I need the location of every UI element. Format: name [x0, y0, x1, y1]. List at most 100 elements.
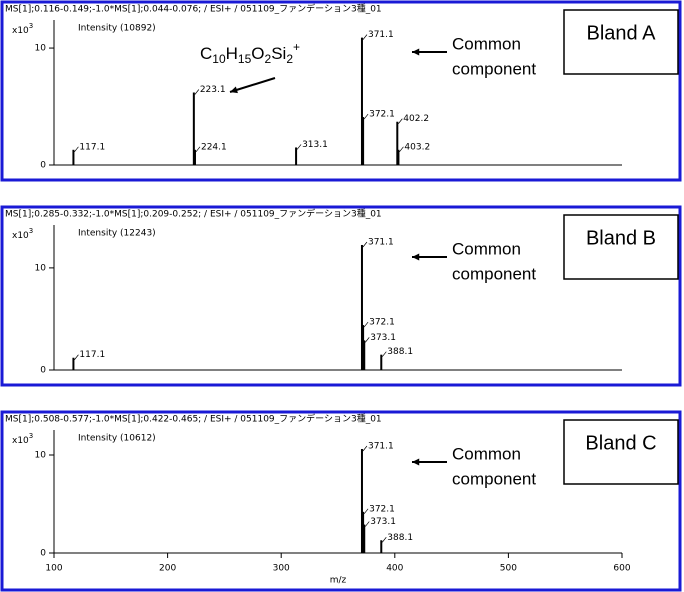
peak-label-tick: [364, 337, 370, 343]
peak-label-tick: [362, 241, 368, 248]
y-tick-label: 0: [40, 366, 46, 376]
y-unit: x103: [12, 22, 33, 36]
peak-label: 372.1: [369, 110, 395, 120]
peak: [362, 325, 365, 370]
peak: [362, 117, 365, 165]
arrow-head: [412, 458, 420, 466]
peak-label-tick: [363, 321, 369, 328]
peak: [363, 340, 366, 370]
panel-header: MS[1];0.116-0.149;-1.0*MS[1];0.044-0.076…: [5, 3, 382, 15]
x-tick-label: 100: [45, 564, 62, 574]
peak-label: 371.1: [368, 30, 394, 40]
peak-label-tick: [74, 146, 79, 153]
peak-label: 373.1: [370, 517, 396, 527]
peak-label-tick: [399, 146, 404, 153]
panel-frame: [0, 0, 682, 182]
y-tick-label: 0: [40, 549, 46, 559]
peak-label: 373.1: [370, 333, 396, 343]
intensity-label: Intensity (10892): [78, 24, 156, 34]
peak-label-tick: [382, 351, 387, 357]
peak: [360, 37, 363, 166]
peak-label-tick: [194, 89, 200, 95]
x-tick-label: 300: [273, 564, 290, 574]
sample-label: Bland B: [586, 227, 656, 249]
peak-label: 371.1: [368, 237, 394, 247]
arrow-head: [412, 48, 420, 56]
formula-part: 2: [265, 52, 272, 66]
annotation-line: component: [452, 59, 536, 78]
peak-label-tick: [363, 113, 369, 120]
peak-label: 403.2: [404, 142, 430, 152]
peak: [380, 354, 383, 370]
formula-part: C: [200, 44, 212, 63]
panel-header: MS[1];0.285-0.332;-1.0*MS[1];0.209-0.252…: [5, 208, 382, 220]
intensity-label: Intensity (10612): [78, 434, 156, 444]
peak: [380, 540, 383, 553]
y-unit-exponent: 3: [29, 22, 33, 30]
formula-part: 10: [212, 52, 226, 66]
formula: C10H15O2Si2+: [200, 40, 300, 66]
peak-label: 117.1: [79, 350, 105, 360]
peak-label-tick: [362, 445, 368, 452]
peak: [360, 244, 363, 370]
peak-label-tick: [363, 508, 369, 515]
peak-label-tick: [398, 118, 403, 124]
x-tick-label: 400: [386, 564, 403, 574]
peak-label: 388.1: [387, 533, 413, 543]
sample-label: Bland A: [587, 22, 657, 44]
annotation-line: Common: [452, 239, 521, 258]
x-tick-label: 200: [159, 564, 176, 574]
formula-part: +: [293, 40, 300, 54]
y-unit-base: x10: [12, 436, 29, 446]
peak-label: 372.1: [369, 504, 395, 514]
peak-label: 372.1: [369, 318, 395, 328]
y-unit: x103: [12, 227, 33, 241]
peak-label-tick: [74, 354, 79, 360]
peak: [295, 147, 298, 165]
formula-part: 15: [238, 52, 252, 66]
x-tick-label: 600: [613, 564, 630, 574]
peak: [396, 121, 399, 165]
peak-label: 388.1: [387, 347, 413, 357]
sample-box: [563, 9, 679, 75]
peak-label-tick: [362, 34, 368, 40]
y-unit-base: x10: [12, 231, 29, 241]
peak-label-tick: [364, 521, 370, 527]
peak: [192, 92, 195, 165]
peak-label: 402.2: [403, 114, 429, 124]
annotation-line: Common: [452, 34, 521, 53]
y-tick-label: 10: [35, 263, 47, 273]
peak-label-tick: [296, 144, 302, 150]
peak-label: 117.1: [79, 142, 105, 152]
intensity-label: Intensity (12243): [78, 229, 156, 239]
panel-frame: [0, 410, 682, 592]
sample-box: [563, 214, 679, 280]
y-tick-label: 0: [40, 161, 46, 171]
peak-label-tick: [195, 146, 201, 153]
annotation-line: Common: [452, 444, 521, 463]
y-unit: x103: [12, 432, 33, 446]
y-tick-label: 10: [35, 450, 47, 460]
peak-label-tick: [382, 537, 387, 543]
peak-label: 223.1: [200, 85, 226, 95]
formula-part: H: [226, 44, 238, 63]
peak: [362, 511, 365, 553]
annotation-line: component: [452, 264, 536, 283]
panel-frame: [0, 205, 682, 387]
arrow-head: [412, 253, 420, 261]
peak-label: 313.1: [302, 140, 328, 150]
y-unit-base: x10: [12, 26, 29, 36]
annotation-line: component: [452, 469, 536, 488]
peak-label: 371.1: [368, 441, 394, 451]
x-tick-label: 500: [500, 564, 517, 574]
peak-label: 224.1: [201, 142, 227, 152]
y-tick-label: 10: [35, 44, 47, 54]
panel-header: MS[1];0.508-0.577;-1.0*MS[1];0.422-0.465…: [5, 413, 382, 425]
formula-part: 2: [286, 52, 293, 66]
formula-part: O: [251, 44, 264, 63]
peak: [363, 524, 366, 553]
sample-label: Bland C: [585, 432, 656, 454]
peak: [193, 149, 196, 165]
arrow-line: [229, 77, 276, 93]
